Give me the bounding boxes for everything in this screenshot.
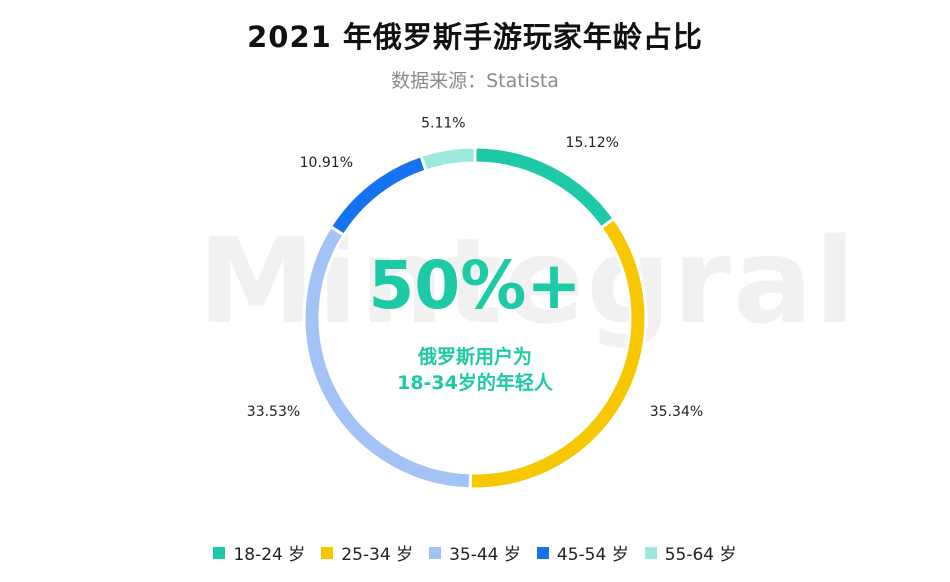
- legend-label: 35-44 岁: [449, 545, 521, 565]
- center-headline: 50%+: [368, 247, 582, 324]
- legend-label: 18-24 岁: [233, 545, 306, 565]
- legend-swatch: [213, 546, 226, 559]
- legend: 18-24 岁 25-34 岁 35-44 岁 45-54 岁 55-64 岁: [0, 540, 950, 565]
- legend-swatch: [429, 546, 442, 559]
- slice-label-1: 15.12%: [566, 135, 619, 151]
- slice-label-3: 33.53%: [247, 404, 300, 420]
- legend-item-35-44: 35-44 岁: [429, 540, 521, 565]
- center-text-line2: 18-34岁的年轻人: [397, 372, 553, 394]
- center-text-line1: 俄罗斯用户为: [417, 346, 532, 368]
- legend-label: 45-54 岁: [556, 545, 629, 565]
- slice-label-5: 5.11%: [421, 116, 465, 132]
- chart-subtitle: 数据来源：Statista: [391, 70, 559, 92]
- legend-item-45-54: 45-54 岁: [536, 540, 629, 565]
- legend-item-25-34: 25-34 岁: [321, 540, 413, 565]
- legend-swatch: [644, 546, 657, 559]
- legend-item-18-24: 18-24 岁: [213, 540, 305, 565]
- legend-label: 25-34 岁: [341, 545, 414, 565]
- legend-item-55-64: 55-64 岁: [644, 540, 737, 565]
- slice-label-4: 10.91%: [300, 155, 353, 171]
- donut-slice-5: [419, 145, 477, 173]
- donut-slice-1: [473, 145, 617, 230]
- legend-label: 55-64 岁: [664, 545, 737, 565]
- chart-title: 2021 年俄罗斯手游玩家年龄占比: [247, 20, 703, 54]
- legend-swatch: [321, 546, 334, 559]
- legend-swatch: [536, 546, 549, 559]
- slice-label-2: 35.34%: [650, 404, 703, 420]
